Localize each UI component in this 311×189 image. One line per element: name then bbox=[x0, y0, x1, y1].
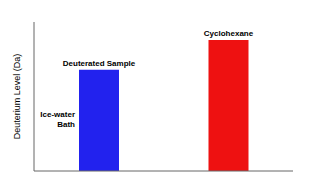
svg-text:Ice-waterBath: Ice-waterBath bbox=[40, 110, 75, 129]
svg-text:Cyclohexane: Cyclohexane bbox=[204, 29, 254, 38]
svg-text:Deuterated Sample: Deuterated Sample bbox=[63, 59, 136, 68]
svg-text:Deuterium Level (Da): Deuterium Level (Da) bbox=[12, 54, 22, 140]
